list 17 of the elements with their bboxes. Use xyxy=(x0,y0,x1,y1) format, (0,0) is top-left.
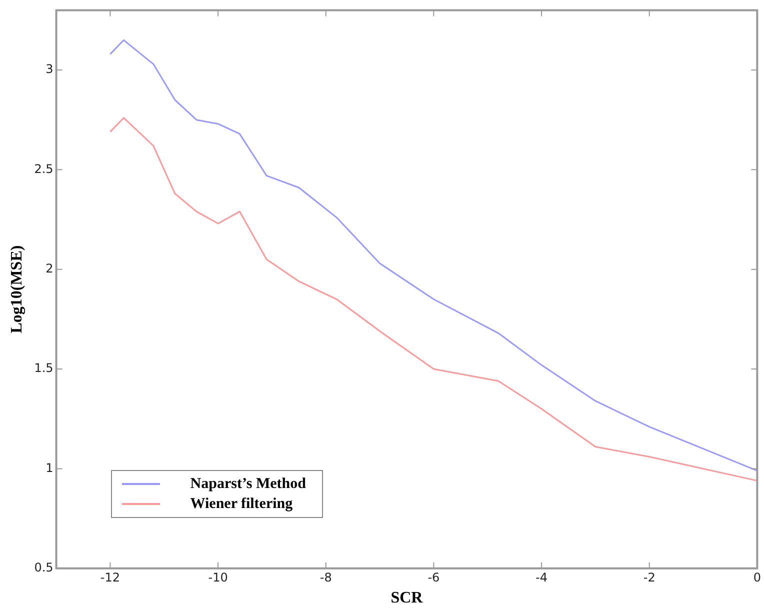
y-axis-title: Log10(MSE) xyxy=(8,245,26,334)
y-tick-label: 1.5 xyxy=(34,361,54,376)
x-tick-label: -2 xyxy=(643,570,656,585)
x-tick-label: -12 xyxy=(100,570,120,585)
y-tick-label: 1 xyxy=(46,460,54,475)
legend-label: Naparst’s Method xyxy=(190,475,306,494)
y-tick-label: 3 xyxy=(46,62,54,76)
y-tick-label: 0.5 xyxy=(34,560,54,575)
legend-label: Wiener filtering xyxy=(190,495,293,514)
x-tick-label: -6 xyxy=(428,570,440,585)
y-tick-label: 2.5 xyxy=(34,162,54,176)
x-tick-label: -10 xyxy=(208,570,228,585)
x-axis-title: SCR xyxy=(390,590,424,607)
y-tick-label: 2 xyxy=(46,261,54,276)
x-tick-label: 0 xyxy=(753,570,762,585)
x-tick-label: -4 xyxy=(536,570,548,585)
x-tick-label: -8 xyxy=(320,570,332,585)
